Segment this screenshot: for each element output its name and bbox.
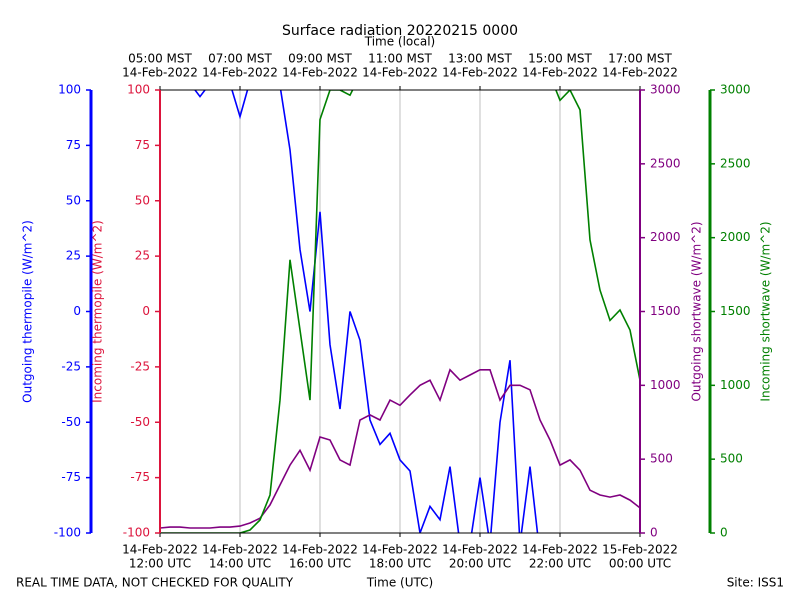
x-top-tick-label: 17:00 MST	[608, 52, 672, 66]
x-top-tick-label: 14-Feb-2022	[602, 66, 678, 80]
y-tick-label: 100	[58, 83, 81, 97]
x-tick-label: 14-Feb-2022	[522, 543, 598, 557]
y-tick-label: -50	[61, 415, 81, 429]
footer-site: Site: ISS1	[727, 576, 784, 590]
y-tick-label: 1500	[650, 304, 681, 318]
y-tick-label: 0	[650, 526, 658, 540]
x-top-tick-label: 09:00 MST	[288, 52, 352, 66]
y-tick-label: -25	[61, 359, 81, 373]
y-tick-label: 0	[73, 304, 81, 318]
y-tick-label: 0	[720, 526, 728, 540]
y-tick-label: 50	[66, 193, 81, 207]
y-tick-label: 75	[135, 138, 150, 152]
footer-note: REAL TIME DATA, NOT CHECKED FOR QUALITY	[16, 576, 294, 590]
x-tick-label: 15-Feb-2022	[602, 543, 678, 557]
y-tick-label: 2000	[650, 230, 681, 244]
x-tick-label: 00:00 UTC	[609, 557, 671, 571]
y-tick-label: -100	[123, 526, 150, 540]
y-tick-label: 1000	[720, 378, 751, 392]
y-tick-label: 2000	[720, 230, 751, 244]
x-tick-label: 14-Feb-2022	[202, 543, 278, 557]
x-tick-label: 14-Feb-2022	[122, 543, 198, 557]
x-tick-label: 14-Feb-2022	[442, 543, 518, 557]
y-tick-label: -50	[130, 415, 150, 429]
y-tick-label: 500	[720, 452, 743, 466]
y-tick-label: 1000	[650, 378, 681, 392]
x-top-tick-label: 14-Feb-2022	[202, 66, 278, 80]
y-tick-label: 25	[66, 249, 81, 263]
x-tick-label: 14-Feb-2022	[362, 543, 438, 557]
x-tick-label: 12:00 UTC	[129, 557, 191, 571]
x-tick-label: 22:00 UTC	[529, 557, 591, 571]
x-top-tick-label: 05:00 MST	[128, 52, 192, 66]
y-axis-label: Outgoing thermopile (W/m^2)	[21, 220, 35, 403]
y-tick-label: 2500	[650, 156, 681, 170]
x-top-tick-label: 15:00 MST	[528, 52, 592, 66]
y-tick-label: 0	[142, 304, 150, 318]
x-top-tick-label: 13:00 MST	[448, 52, 512, 66]
x-axis-top-label: Time (local)	[364, 35, 436, 49]
y-tick-label: 25	[135, 249, 150, 263]
x-top-tick-label: 07:00 MST	[208, 52, 272, 66]
y-tick-label: 75	[66, 138, 81, 152]
x-top-tick-label: 11:00 MST	[368, 52, 432, 66]
y-tick-label: 500	[650, 452, 673, 466]
data-line	[160, 368, 640, 529]
y-tick-label: -25	[130, 359, 150, 373]
y-tick-label: -75	[130, 470, 150, 484]
y-tick-label: -75	[61, 470, 81, 484]
grid	[239, 90, 561, 533]
y-axis-label: Incoming shortwave (W/m^2)	[759, 221, 773, 401]
x-top-tick-label: 14-Feb-2022	[442, 66, 518, 80]
x-top-tick-label: 14-Feb-2022	[362, 66, 438, 80]
x-tick-label: 14:00 UTC	[209, 557, 271, 571]
y-axis-label: Outgoing shortwave (W/m^2)	[690, 221, 704, 401]
x-tick-label: 16:00 UTC	[289, 557, 351, 571]
x-tick-label: 14-Feb-2022	[282, 543, 358, 557]
y-tick-label: 100	[127, 83, 150, 97]
x-tick-label: 20:00 UTC	[449, 557, 511, 571]
plot-lines	[160, 90, 640, 533]
data-line	[193, 90, 539, 533]
y-tick-label: 2500	[720, 156, 751, 170]
y-tick-label: 50	[135, 193, 150, 207]
y-axis-label: Incoming thermopile (W/m^2)	[91, 220, 105, 403]
chart-title: Surface radiation 20220215 0000	[282, 23, 518, 39]
y-tick-label: 3000	[720, 83, 751, 97]
y-tick-label: -100	[54, 526, 81, 540]
x-tick-label: 18:00 UTC	[369, 557, 431, 571]
x-axis-label: Time (UTC)	[366, 576, 433, 590]
y-tick-label: 1500	[720, 304, 751, 318]
x-top-tick-label: 14-Feb-2022	[522, 66, 598, 80]
y-tick-label: 3000	[650, 83, 681, 97]
x-top-tick-label: 14-Feb-2022	[282, 66, 358, 80]
x-top-tick-label: 14-Feb-2022	[122, 66, 198, 80]
data-line	[160, 90, 640, 533]
